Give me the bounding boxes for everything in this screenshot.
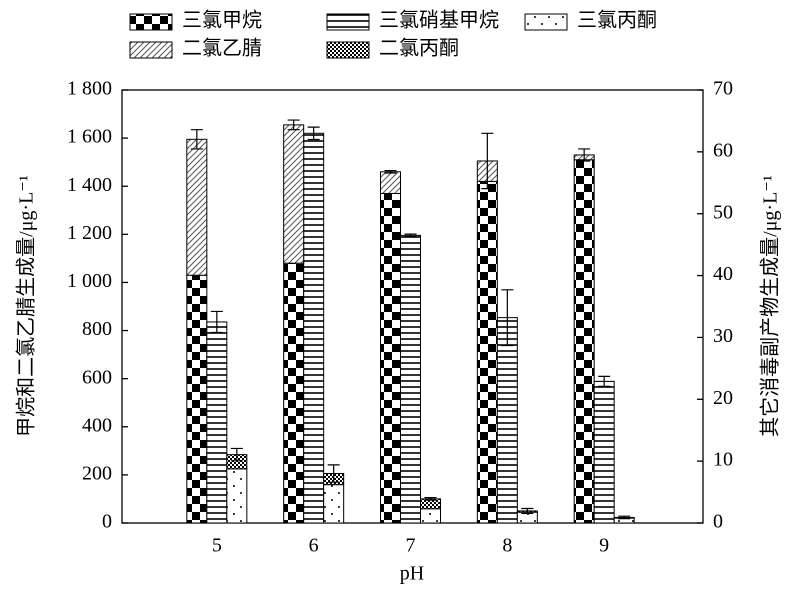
- y-tick-label: 600: [82, 366, 112, 388]
- bar: [283, 262, 305, 524]
- legend-swatch: [524, 13, 568, 31]
- bar: [283, 124, 305, 264]
- x-tick-label: 6: [309, 535, 319, 557]
- bar: [380, 192, 401, 524]
- y2-tick-label: 10: [713, 449, 733, 471]
- x-tick-label: 7: [406, 535, 416, 557]
- y-tick-label: 800: [82, 318, 112, 340]
- error-bar: [307, 126, 320, 141]
- error-bar: [210, 310, 223, 334]
- bar: [593, 380, 615, 524]
- bar: [420, 508, 441, 524]
- legend-swatch: [129, 13, 173, 31]
- y-axis-label: 甲烷和二氯乙腈生成量/μg·L⁻¹: [15, 175, 38, 437]
- error-bar: [190, 129, 203, 150]
- error-bar: [384, 169, 397, 174]
- bar: [303, 132, 325, 524]
- bar: [573, 159, 595, 524]
- error-bar: [618, 515, 631, 520]
- y-tick-label: 1 600: [67, 126, 112, 148]
- y-tick-label: 0: [102, 511, 112, 533]
- x-tick-label: 5: [212, 535, 222, 557]
- legend-label: 三氯硝基甲烷: [379, 9, 499, 32]
- bar: [400, 234, 421, 524]
- y-tick-label: 1 000: [67, 270, 112, 292]
- error-bar: [578, 148, 591, 162]
- bar: [206, 321, 228, 524]
- bar: [323, 484, 345, 524]
- legend-label: 三氯甲烷: [182, 9, 262, 32]
- error-bar: [327, 464, 340, 483]
- legend-swatch: [129, 41, 173, 59]
- y2-tick-label: 40: [713, 263, 733, 285]
- y-tick-label: 1 400: [67, 174, 112, 196]
- y-tick-label: 200: [82, 462, 112, 484]
- y2-tick-label: 20: [713, 387, 733, 409]
- error-bar: [501, 289, 514, 347]
- x-tick-label: 8: [502, 535, 512, 557]
- error-bar: [521, 507, 534, 515]
- bar: [226, 468, 248, 524]
- legend-label: 二氯丙酮: [379, 37, 459, 60]
- x-tick-label: 9: [599, 535, 609, 557]
- error-bar: [424, 497, 437, 501]
- y2-tick-label: 30: [713, 325, 733, 347]
- bar: [186, 138, 208, 276]
- error-bar: [230, 447, 243, 462]
- bar: [380, 171, 401, 194]
- y2-tick-label: 70: [713, 78, 733, 100]
- y-tick-label: 400: [82, 414, 112, 436]
- error-bar: [481, 132, 494, 190]
- legend-label: 二氯乙腈: [182, 37, 262, 60]
- error-bar: [287, 119, 300, 131]
- y2-tick-label: 50: [713, 201, 733, 223]
- y-tick-label: 1 800: [67, 78, 112, 100]
- bar: [186, 274, 208, 524]
- y2-tick-label: 60: [713, 139, 733, 161]
- y2-tick-label: 0: [713, 511, 723, 533]
- bar: [496, 317, 518, 524]
- legend-swatch: [326, 13, 370, 31]
- y-tick-label: 1 200: [67, 222, 112, 244]
- error-bar: [404, 233, 417, 238]
- x-axis-label: pH: [400, 563, 424, 585]
- error-bar: [598, 375, 611, 387]
- legend-swatch: [326, 41, 370, 59]
- legend-label: 三氯丙酮: [577, 9, 657, 32]
- bar: [476, 180, 498, 524]
- y2-axis-label: 其它消毒副产物生成量/μg·L⁻¹: [759, 175, 782, 437]
